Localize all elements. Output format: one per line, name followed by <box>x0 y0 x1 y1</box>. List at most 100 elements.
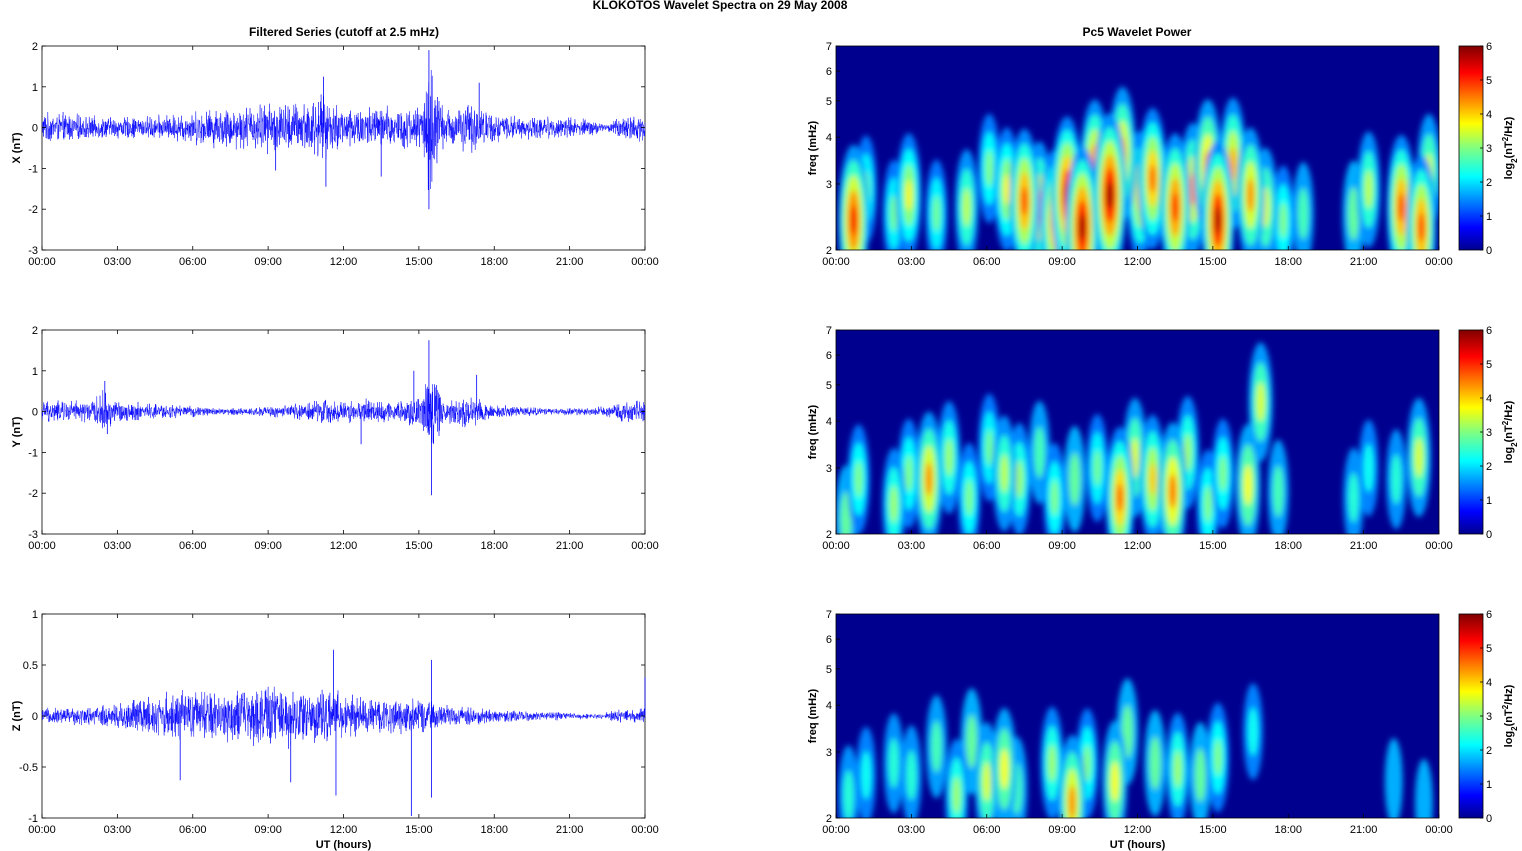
power-blob <box>1272 465 1284 518</box>
power-blob <box>965 479 973 516</box>
x-tick-label: 21:00 <box>1350 824 1378 836</box>
power-blob <box>889 485 898 524</box>
x-tick-label: 18:00 <box>1274 256 1302 268</box>
x-tick-label: 18:00 <box>1274 824 1302 836</box>
x-tick-label: 00:00 <box>631 540 659 552</box>
power-blob <box>1214 739 1222 776</box>
power-blob <box>1418 212 1425 242</box>
y-tick-label: 2 <box>32 41 38 53</box>
x-tick-label: 12:00 <box>330 824 358 836</box>
power-blob <box>1083 744 1091 782</box>
x-tick-label: 00:00 <box>28 256 56 268</box>
power-blob <box>861 751 872 800</box>
x-tick-label: 00:00 <box>1425 540 1453 552</box>
colorbar-tick-label: 4 <box>1486 393 1492 405</box>
x-axis-label: UT (hours) <box>1110 839 1166 851</box>
y-axis-label: freq (mHz) <box>807 688 819 743</box>
x-tick-label: 15:00 <box>405 256 433 268</box>
power-blob <box>1021 186 1028 216</box>
colorbar-ramp <box>1458 329 1484 535</box>
power-blob <box>962 187 971 227</box>
colorbar-tick-label: 3 <box>1486 143 1492 155</box>
x-tick-label: 15:00 <box>405 824 433 836</box>
colorbar-tick-label: 0 <box>1486 813 1492 825</box>
x-tick-label: 18:00 <box>480 540 508 552</box>
power-blob <box>1069 452 1081 506</box>
colorbar-tick-label: 1 <box>1486 211 1492 223</box>
x-tick-label: 09:00 <box>254 540 282 552</box>
power-blob <box>952 776 961 815</box>
y-tick-label: 5 <box>826 96 832 108</box>
plot-frame <box>41 45 646 251</box>
power-blob <box>1183 433 1192 472</box>
x-tick-label: 06:00 <box>973 824 1001 836</box>
power-blob <box>1107 181 1113 209</box>
colorbar-label: log2(nT2/Hz) <box>1501 116 1519 179</box>
power-blob <box>1149 736 1161 790</box>
power-blob <box>906 750 917 801</box>
colorbar-tick-label: 0 <box>1486 529 1492 541</box>
y-axis-label: Y (nT) <box>11 416 23 447</box>
power-blob <box>1398 192 1405 222</box>
x-tick-label: 00:00 <box>1425 256 1453 268</box>
power-blob <box>1364 170 1373 209</box>
power-blob <box>1050 479 1059 516</box>
power-blob <box>1110 761 1120 803</box>
power-blob <box>1093 449 1101 486</box>
colorbar-ramp <box>1458 613 1484 819</box>
plot-frame <box>41 329 646 535</box>
x-tick-label: 00:00 <box>822 256 850 268</box>
y-axis-label: freq (mHz) <box>807 404 819 459</box>
colorbar-tick-label: 0 <box>1486 245 1492 257</box>
x-tick-label: 03:00 <box>104 256 132 268</box>
power-blob <box>1279 202 1287 239</box>
x-tick-label: 21:00 <box>1350 256 1378 268</box>
x-tick-label: 15:00 <box>405 540 433 552</box>
colorbar-tick-label: 5 <box>1486 643 1492 655</box>
y-tick-label: 3 <box>826 463 832 475</box>
x-tick-label: 12:00 <box>1124 824 1152 836</box>
colorbar-3: 0 1 2 3 4 5 6 log2(nT2/Hz) <box>1458 609 1519 825</box>
power-blob <box>1003 173 1010 205</box>
power-blob <box>1149 463 1156 496</box>
power-blob <box>1204 486 1212 523</box>
power-blob <box>1169 473 1177 509</box>
power-blob <box>1243 464 1253 506</box>
y-tick-label: 4 <box>826 700 832 712</box>
y-tick-label: 0.5 <box>23 660 38 672</box>
y-tick-label: -3 <box>28 529 38 541</box>
x-tick-label: 00:00 <box>822 540 850 552</box>
y-tick-label: 5 <box>826 380 832 392</box>
power-blob <box>1068 785 1076 818</box>
x-tick-label: 15:00 <box>1199 824 1227 836</box>
power-blob <box>843 770 854 818</box>
y-tick-label: 0 <box>32 407 38 419</box>
y-axis-label: X (nT) <box>11 132 23 163</box>
power-blob <box>854 460 863 498</box>
x-tick-label: 12:00 <box>330 540 358 552</box>
y-tick-label: 7 <box>826 325 832 337</box>
spectrum-panel-2: 2 3 4 5 6 7 00:00 03:00 06:00 09:00 12:00 15:00 18:0… <box>807 325 1453 552</box>
power-blob <box>1415 758 1433 818</box>
power-blob <box>1079 213 1085 241</box>
x-tick-label: 06:00 <box>179 824 207 836</box>
power-blob <box>1391 454 1402 505</box>
y-tick-label: 1 <box>32 609 38 621</box>
y-tick-label: 2 <box>826 529 832 541</box>
x-tick-label: 00:00 <box>631 256 659 268</box>
colorbar-tick-label: 2 <box>1486 177 1492 189</box>
power-blob <box>1130 437 1140 478</box>
y-axis-label: freq (mHz) <box>807 120 819 175</box>
y-tick-label: 6 <box>826 350 832 362</box>
power-blob <box>1348 187 1359 241</box>
y-tick-label: 7 <box>826 41 832 53</box>
colorbar-tick-label: 6 <box>1486 325 1492 337</box>
y-tick-label: 1 <box>32 366 38 378</box>
colorbar-tick-label: 5 <box>1486 359 1492 371</box>
power-blob <box>1000 454 1009 493</box>
x-tick-label: 03:00 <box>898 824 926 836</box>
power-blob <box>1229 147 1237 181</box>
figure-title: KLOKOTOS Wavelet Spectra on 29 May 2008 <box>593 0 848 12</box>
y-tick-label: -1 <box>28 447 38 459</box>
